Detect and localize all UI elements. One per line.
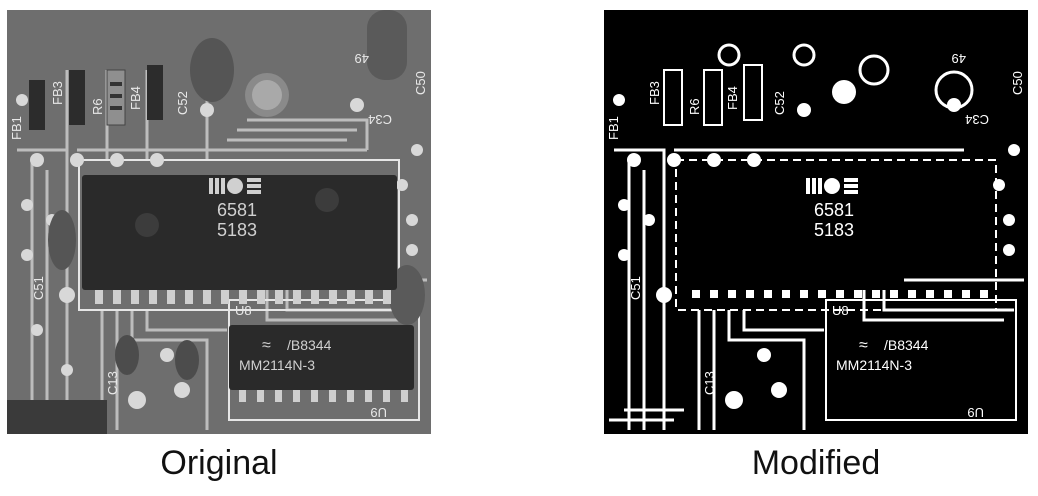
silk-fb1-binary: FB1 — [606, 116, 621, 140]
silk-r6: R6 — [90, 98, 105, 115]
silk-c13: C13 — [105, 371, 120, 395]
modified-caption: Modified — [751, 444, 881, 482]
silk-c34-binary: C34 — [965, 112, 989, 127]
svg-text:≈: ≈ — [859, 337, 868, 354]
silk-c52-binary: C52 — [772, 91, 787, 115]
silk-u8-binary: U8 — [832, 303, 849, 318]
main-chip-text-2-binary: 5183 — [814, 220, 854, 240]
silk-fb1: FB1 — [9, 116, 24, 140]
main-chip-text-1-binary: 6581 — [814, 200, 854, 220]
small-chip-text-1: /B8344 — [287, 337, 332, 353]
original-image: 6581 5183 ≈ /B8344 MM2114N-3 FB1 FB3 R6 … — [7, 10, 431, 434]
silk-49: 49 — [355, 51, 369, 66]
silk-r6-binary: R6 — [687, 98, 702, 115]
small-chip-text-1-binary: /B8344 — [884, 337, 929, 353]
small-chip-text-2: MM2114N-3 — [239, 357, 315, 373]
main-chip-text-1: 6581 — [217, 200, 257, 220]
silk-c51: C51 — [31, 276, 46, 300]
modified-pcb-binary: 6581 5183 ≈ /B8344 MM2114N-3 FB1 FB3 R6 … — [604, 10, 1028, 434]
silk-fb3: FB3 — [50, 81, 65, 105]
main-chip-text-2: 5183 — [217, 220, 257, 240]
silk-fb4-binary: FB4 — [725, 86, 740, 110]
silk-u9: U9 — [370, 405, 387, 420]
silk-u9-binary: U9 — [967, 405, 984, 420]
silk-c34: C34 — [368, 112, 392, 127]
original-caption: Original — [160, 444, 278, 482]
small-chip-text-2-binary: MM2114N-3 — [836, 357, 912, 373]
silk-49-binary: 49 — [952, 51, 966, 66]
silk-fb3-binary: FB3 — [647, 81, 662, 105]
silk-c51-binary: C51 — [628, 276, 643, 300]
silk-c50-binary: C50 — [1010, 71, 1025, 95]
silk-c52: C52 — [175, 91, 190, 115]
silk-u8: U8 — [235, 303, 252, 318]
silk-fb4: FB4 — [128, 86, 143, 110]
modified-image: 6581 5183 ≈ /B8344 MM2114N-3 FB1 FB3 R6 … — [604, 10, 1028, 434]
silk-c50: C50 — [413, 71, 428, 95]
original-pcb-photo: 6581 5183 ≈ /B8344 MM2114N-3 FB1 FB3 R6 … — [7, 10, 431, 434]
silk-c13-binary: C13 — [702, 371, 717, 395]
svg-text:≈: ≈ — [262, 337, 271, 354]
